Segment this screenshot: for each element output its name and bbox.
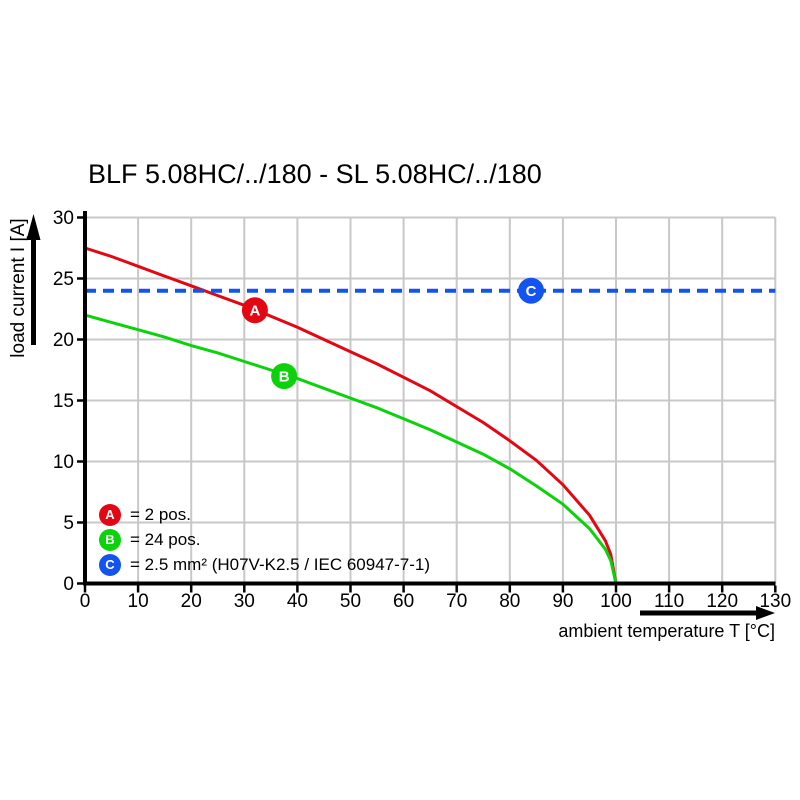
y-axis-label: load current I [A]	[8, 218, 29, 358]
legend-marker: A	[99, 503, 121, 526]
x-tick-label: 0	[80, 591, 91, 612]
x-tick-label: 80	[499, 591, 520, 612]
axis-arrows	[26, 214, 775, 620]
up-arrow-icon	[26, 214, 41, 240]
axes: 0 10 20 30 40 50 60 70 80 90 100 110 120 130 0 5 10 15 20 2…	[53, 208, 791, 612]
legend-label: = 2.5 mm² (H07V-K2.5 / IEC 60947-7-1)	[130, 554, 430, 574]
chart-legend: A = 2 pos. B = 24 pos. C = 2.5 mm² (H07V…	[99, 502, 430, 577]
legend-marker: C	[99, 553, 121, 576]
marker-circle	[271, 363, 298, 390]
x-tick-label: 130	[759, 591, 791, 612]
right-arrow-icon	[756, 606, 775, 620]
legend-item-b: B = 24 pos.	[99, 527, 430, 552]
x-tick-label: 20	[181, 591, 202, 612]
x-tick-label: 70	[446, 591, 467, 612]
marker-letter: C	[526, 283, 537, 300]
y-tick-label: 0	[63, 574, 74, 595]
legend-marker: B	[99, 528, 121, 551]
y-tick-label: 30	[53, 208, 74, 229]
y-tick-label: 5	[63, 513, 74, 534]
x-tick-label: 30	[234, 591, 255, 612]
curve-marker-a: A	[241, 297, 268, 324]
y-tick-label: 25	[53, 269, 74, 290]
legend-item-c: C = 2.5 mm² (H07V-K2.5 / IEC 60947-7-1)	[99, 552, 430, 577]
y-tick-label: 10	[53, 452, 74, 473]
x-tick-label: 10	[128, 591, 149, 612]
curve-marker-b: B	[271, 363, 298, 390]
x-tick-label: 40	[287, 591, 308, 612]
legend-item-a: A = 2 pos.	[99, 502, 430, 527]
curve-marker-c: C	[518, 277, 545, 304]
legend-label: = 24 pos.	[130, 529, 201, 549]
gridlines	[85, 216, 777, 584]
series-A-curve	[84, 246, 618, 584]
chart-title: BLF 5.08HC/../180 - SL 5.08HC/../180	[88, 159, 542, 189]
x-tick-label: 90	[552, 591, 573, 612]
x-tick-label: 110	[654, 591, 684, 612]
marker-letter: B	[279, 369, 290, 386]
x-tick-label: 120	[706, 591, 738, 612]
marker-circle	[518, 277, 545, 304]
x-tick-label: 60	[393, 591, 414, 612]
legend-label: = 2 pos.	[130, 504, 191, 524]
marker-letter: A	[249, 303, 260, 320]
series-B-curve	[84, 313, 618, 584]
x-axis-label: ambient temperature T [°C]	[558, 621, 775, 641]
y-tick-label: 20	[53, 330, 74, 351]
marker-circle	[241, 297, 268, 324]
y-tick-label: 15	[53, 391, 74, 412]
x-tick-label: 100	[600, 591, 632, 612]
x-tick-label: 50	[340, 591, 361, 612]
